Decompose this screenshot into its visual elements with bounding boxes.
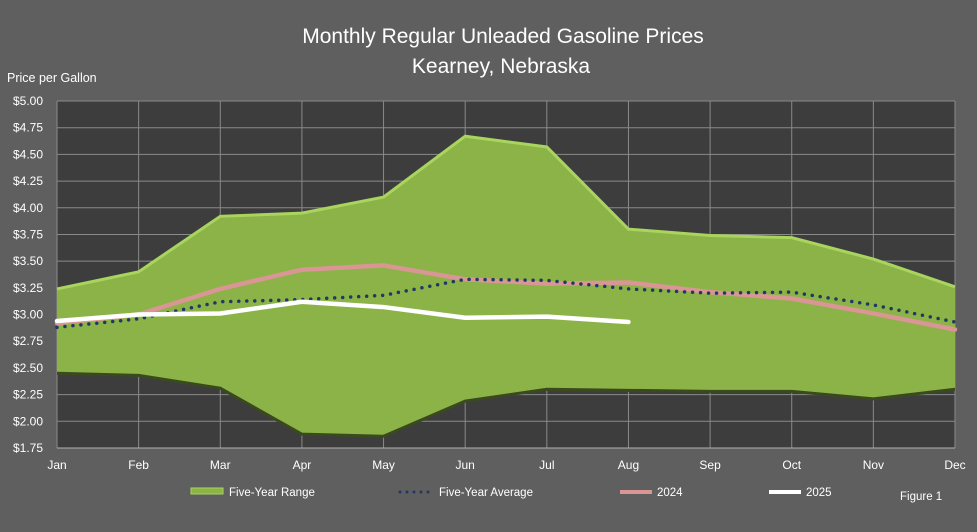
x-tick-label: May	[372, 458, 395, 472]
legend-label-average: Five-Year Average	[439, 487, 533, 499]
series-line-2025	[54, 299, 631, 325]
legend-swatch-range	[190, 487, 224, 495]
x-tick-label: Feb	[128, 458, 149, 472]
x-tick-label: Nov	[863, 458, 884, 472]
chart-subtitle: Kearney, Nebraska	[412, 55, 591, 78]
y-tick-label: $2.25	[13, 388, 43, 402]
x-tick-label: Mar	[210, 458, 231, 472]
x-tick-label: Aug	[618, 458, 639, 472]
range-high-edge	[56, 134, 956, 291]
figure-label: Figure 1	[900, 491, 942, 503]
legend-label-2025: 2025	[806, 487, 832, 499]
y-tick-label: $1.75	[13, 441, 43, 455]
y-tick-label: $2.00	[13, 414, 43, 428]
y-tick-label: $2.75	[13, 334, 43, 348]
x-tick-label: Jun	[456, 458, 475, 472]
range-band	[57, 136, 955, 437]
axis-layer: $1.75 $2.00 $2.25 $2.50 $2.75 $3.00 $3.25 $3.50…	[13, 94, 966, 472]
legend-label-range: Five-Year Range	[229, 487, 315, 499]
chart-title: Monthly Regular Unleaded Gasoline Prices	[302, 25, 704, 48]
y-tick-label: $3.25	[13, 281, 43, 295]
y-tick-label: $3.75	[13, 227, 43, 241]
series-line-five-year-average	[55, 277, 957, 330]
x-tick-label: Sep	[699, 458, 721, 472]
y-tick-label: $4.75	[13, 121, 43, 135]
series-line-2024	[54, 263, 958, 332]
legend: Five-Year Range Five-Year Average 2024 2…	[190, 487, 832, 499]
legend-label-2024: 2024	[657, 487, 683, 499]
y-tick-label: $4.00	[13, 201, 43, 215]
x-tick-label: Apr	[293, 458, 312, 472]
range-low-edge	[56, 371, 956, 438]
x-tick-label: Dec	[944, 458, 965, 472]
y-tick-label: $4.50	[13, 147, 43, 161]
series-layer	[54, 263, 958, 332]
y-axis-label: Price per Gallon	[7, 71, 97, 85]
y-tick-label: $3.00	[13, 308, 43, 322]
y-tick-label: $5.00	[13, 94, 43, 108]
x-tick-label: Jan	[47, 458, 66, 472]
x-tick-label: Jul	[539, 458, 554, 472]
y-tick-label: $2.50	[13, 361, 43, 375]
x-tick-label: Oct	[782, 458, 801, 472]
y-tick-label: $3.50	[13, 254, 43, 268]
range-layer	[56, 134, 956, 438]
y-tick-label: $4.25	[13, 174, 43, 188]
